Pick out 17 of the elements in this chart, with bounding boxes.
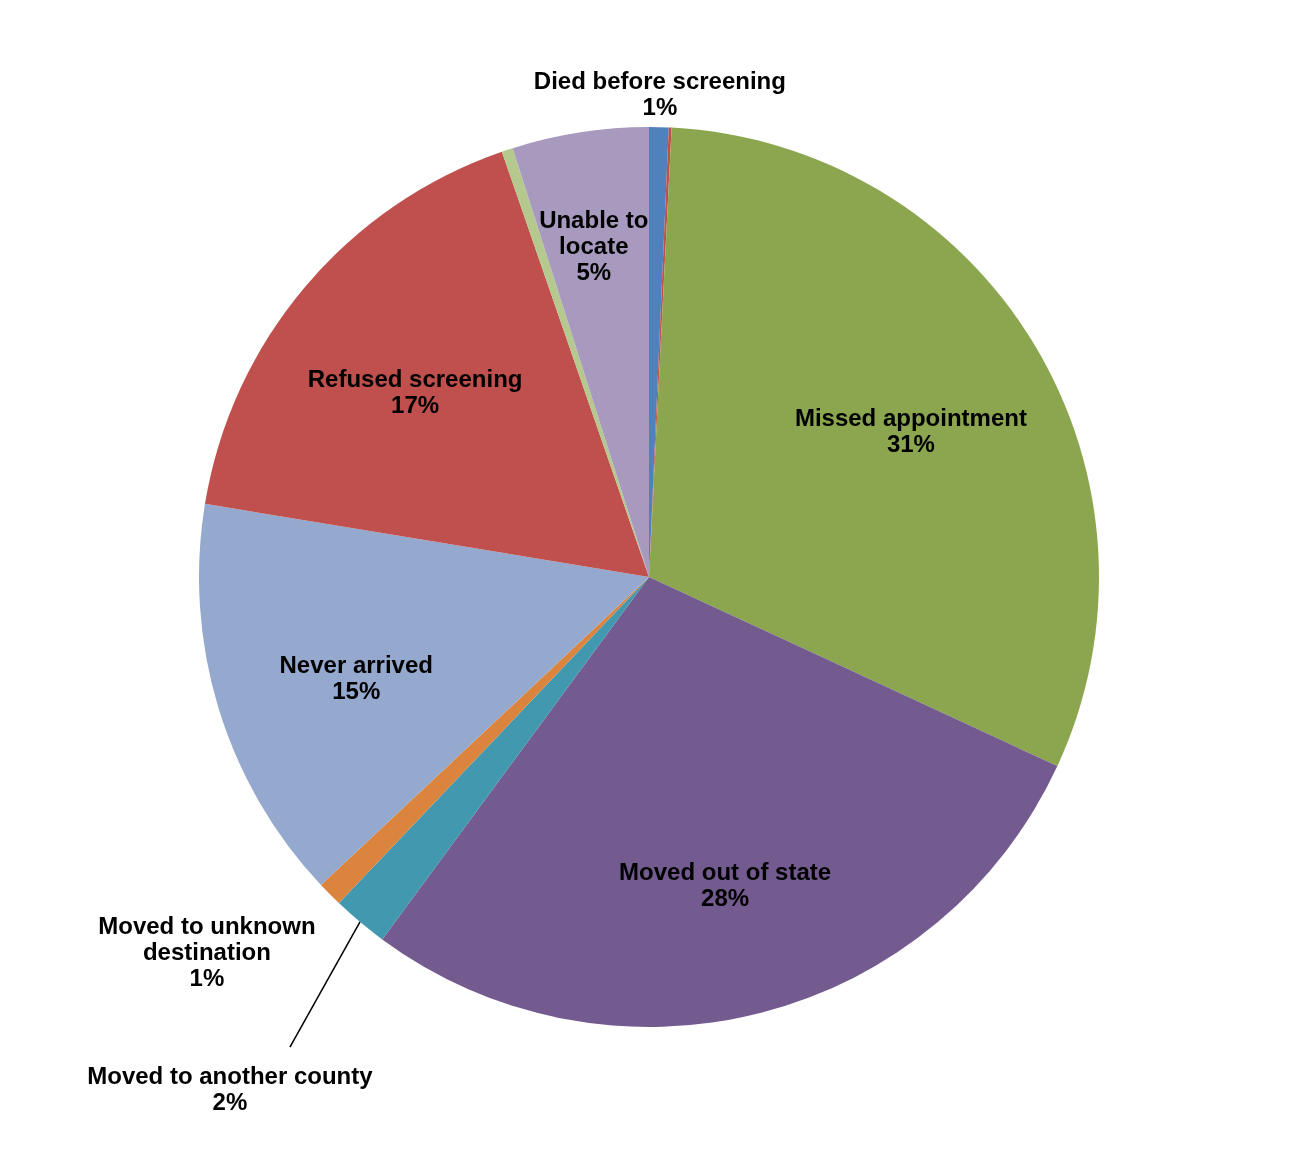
slice-label: Refused screening (307, 364, 523, 392)
slice-label: Died before screening (533, 67, 786, 95)
slice-label: Moved to unknown destination (98, 911, 316, 965)
data-label: 2% (212, 1088, 248, 1116)
data-label: 17% (391, 390, 440, 418)
pie-slice (649, 127, 1099, 767)
data-label: 1% (642, 93, 678, 121)
slice-label: Unable to locate (539, 206, 649, 260)
slice-label: Never arrived (279, 651, 433, 679)
data-label: 28% (701, 884, 750, 912)
pie-slice (204, 151, 649, 577)
slice-label: Moved to another county (87, 1062, 374, 1090)
data-label: 15% (332, 677, 381, 705)
slice-label: Moved out of state (619, 858, 832, 886)
data-label: 5% (576, 258, 612, 286)
slice-label: Missed appointment (794, 403, 1027, 431)
data-label: 1% (189, 963, 225, 991)
